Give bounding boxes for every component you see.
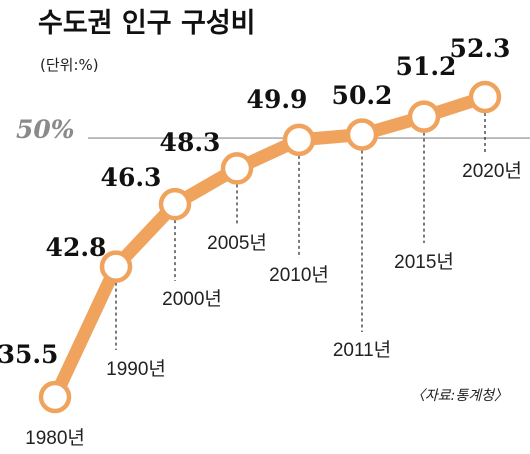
x-tick-label: 2020년 — [462, 160, 522, 182]
unit-label: (단위:%) — [40, 56, 99, 74]
x-tick-label: 2011년 — [333, 339, 391, 361]
data-label: 49.9 — [247, 85, 308, 114]
data-label: 51.2 — [396, 52, 457, 81]
data-label: 46.3 — [101, 163, 162, 192]
data-point — [220, 152, 254, 185]
data-point — [345, 118, 379, 151]
data-label: 42.8 — [46, 233, 107, 262]
x-tick-label: 1980년 — [25, 427, 85, 449]
data-label: 35.5 — [0, 340, 58, 369]
chart-title: 수도권 인구 구성비 — [38, 8, 256, 39]
data-point — [468, 80, 502, 114]
x-tick-label: 1990년 — [106, 358, 166, 380]
x-tick-label: 2010년 — [269, 264, 329, 286]
x-tick-label: 2000년 — [162, 288, 222, 310]
data-point — [282, 123, 316, 157]
data-point — [38, 380, 72, 414]
data-point — [158, 187, 192, 221]
x-tick-label: 2015년 — [394, 251, 454, 273]
data-label: 50.2 — [332, 81, 393, 110]
data-point — [407, 100, 441, 133]
reference-label: 50% — [16, 115, 75, 144]
data-label: 48.3 — [160, 128, 221, 157]
series-line — [48, 90, 492, 404]
data-point — [99, 250, 133, 283]
source-label: 〈자료:통계청〉 — [411, 388, 508, 404]
data-label: 52.3 — [450, 34, 511, 63]
x-tick-label: 2005년 — [207, 232, 267, 254]
